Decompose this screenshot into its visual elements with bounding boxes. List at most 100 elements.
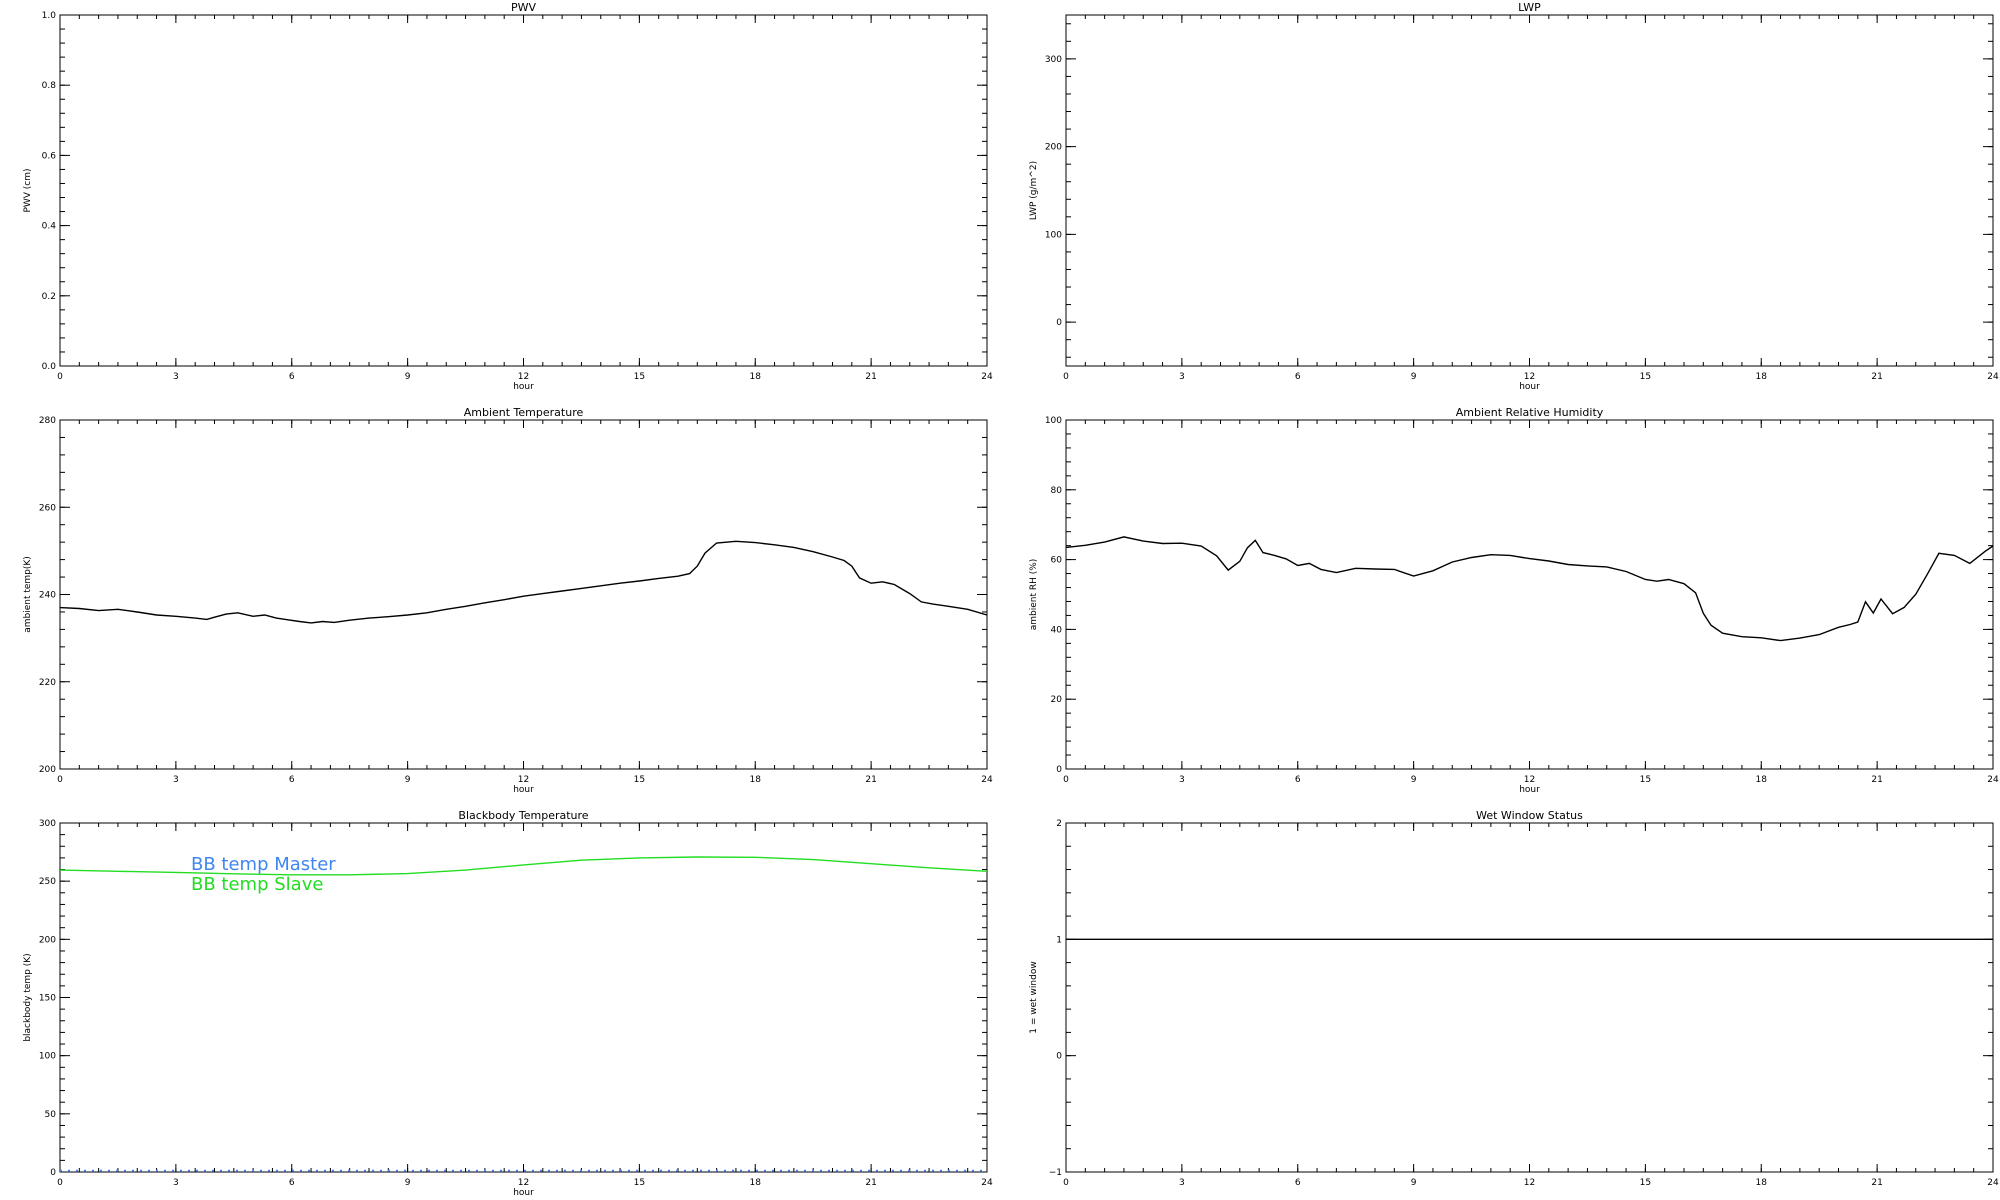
x-tick-label: 0	[57, 775, 63, 785]
y-tick-label: 100	[39, 1052, 56, 1062]
y-axis-label: PWV (cm)	[23, 168, 33, 212]
y-tick-label: 80	[1051, 486, 1063, 496]
x-tick-label: 12	[1524, 775, 1535, 785]
x-axis-label: hour	[1519, 382, 1540, 392]
x-tick-label: 18	[1756, 1178, 1768, 1188]
x-tick-label: 0	[1063, 1178, 1069, 1188]
y-tick-label: −1	[1049, 1168, 1062, 1178]
x-tick-label: 15	[1640, 775, 1651, 785]
x-tick-label: 24	[981, 1178, 993, 1188]
plot-frame	[59, 419, 988, 770]
chart-title: Wet Window Status	[1476, 809, 1583, 822]
y-tick-label: 20	[1051, 695, 1063, 705]
x-tick-label: 6	[289, 372, 295, 382]
x-tick-label: 3	[173, 372, 179, 382]
x-tick-label: 0	[57, 1178, 63, 1188]
y-axis-label: LWP (g/m^2)	[1029, 161, 1039, 220]
y-tick-label: 1.0	[42, 11, 57, 21]
x-tick-label: 6	[1295, 775, 1301, 785]
x-tick-label: 9	[405, 372, 411, 382]
y-tick-label: 260	[39, 503, 56, 513]
x-tick-label: 18	[1756, 372, 1768, 382]
x-tick-label: 9	[1411, 1178, 1417, 1188]
x-tick-label: 0	[57, 372, 63, 382]
legend-entry: BB temp Slave	[191, 874, 323, 895]
x-tick-label: 24	[981, 372, 993, 382]
x-tick-label: 6	[1295, 1178, 1301, 1188]
y-tick-label: 60	[1051, 556, 1063, 566]
y-tick-label: 240	[39, 591, 56, 601]
x-tick-label: 24	[981, 775, 993, 785]
x-tick-label: 0	[1063, 775, 1069, 785]
x-axis-label: hour	[513, 382, 534, 392]
x-tick-label: 9	[405, 775, 411, 785]
y-axis-label: blackbody temp (K)	[23, 953, 33, 1041]
x-axis-label: hour	[1519, 785, 1540, 795]
x-tick-label: 18	[1756, 775, 1768, 785]
chart-panel-2: Ambient Temperature 0 3 6 9 12 15 18 21 24 hour 200…	[23, 406, 993, 795]
x-tick-label: 15	[1640, 1178, 1651, 1188]
x-axis-label: hour	[513, 785, 534, 795]
chart-title: Ambient Relative Humidity	[1456, 406, 1604, 419]
x-tick-label: 24	[1987, 1178, 1999, 1188]
x-tick-label: 24	[1987, 372, 1999, 382]
y-tick-label: 300	[39, 819, 56, 829]
x-tick-label: 21	[865, 372, 876, 382]
x-tick-label: 18	[750, 372, 762, 382]
plot-frame	[1065, 14, 1994, 367]
x-tick-label: 21	[1871, 1178, 1882, 1188]
x-tick-label: 15	[634, 1178, 645, 1188]
chart-panel-1: LWP 0 3 6 9 12 15 18 21 24 hour 0 100 200 300 LWP (g/m^…	[1029, 1, 1999, 392]
y-tick-label: 0.0	[42, 362, 57, 372]
plot-frame	[59, 14, 988, 367]
x-tick-label: 9	[1411, 775, 1417, 785]
y-tick-label: 150	[39, 994, 56, 1004]
y-tick-label: 100	[1045, 230, 1062, 240]
y-tick-label: 200	[39, 935, 56, 945]
x-tick-label: 12	[518, 1178, 529, 1188]
y-axis-label: ambient temp(K)	[23, 556, 33, 633]
x-tick-label: 12	[518, 775, 529, 785]
x-tick-label: 12	[1524, 1178, 1535, 1188]
y-tick-label: 200	[39, 765, 56, 775]
x-tick-label: 12	[1524, 372, 1535, 382]
x-tick-label: 0	[1063, 372, 1069, 382]
chart-title: Ambient Temperature	[464, 406, 584, 419]
y-tick-label: 1	[1056, 935, 1062, 945]
chart-panel-3: Ambient Relative Humidity 0 3 6 9 12 15 18 21 24 h…	[1029, 406, 1999, 795]
x-tick-label: 15	[1640, 372, 1651, 382]
plot-frame	[1065, 822, 1994, 1173]
series-line-0	[59, 856, 988, 876]
x-tick-label: 6	[1295, 372, 1301, 382]
y-axis-label: 1 = wet window	[1029, 961, 1039, 1033]
y-tick-label: 0.4	[42, 222, 57, 232]
y-tick-label: 50	[45, 1110, 57, 1120]
x-tick-label: 21	[865, 775, 876, 785]
x-axis-label: hour	[513, 1188, 534, 1198]
x-tick-label: 3	[1179, 775, 1185, 785]
x-tick-label: 9	[1411, 372, 1417, 382]
y-tick-label: 220	[39, 678, 56, 688]
y-tick-label: 0	[1056, 1052, 1062, 1062]
series-line-0	[1065, 536, 1994, 642]
x-tick-label: 21	[865, 1178, 876, 1188]
chart-title: PWV	[511, 1, 537, 14]
y-tick-label: 0	[1056, 318, 1062, 328]
y-tick-label: 280	[39, 416, 56, 426]
y-tick-label: 0.6	[42, 151, 57, 161]
chart-title: LWP	[1518, 1, 1541, 14]
legend-entry: BB temp Master	[191, 854, 336, 875]
x-tick-label: 15	[634, 775, 645, 785]
x-tick-label: 18	[750, 1178, 762, 1188]
y-tick-label: 200	[1045, 143, 1062, 153]
chart-title: Blackbody Temperature	[458, 809, 588, 822]
x-tick-label: 21	[1871, 372, 1882, 382]
y-tick-label: 0.8	[42, 81, 57, 91]
x-tick-label: 3	[1179, 372, 1185, 382]
y-tick-label: 100	[1045, 416, 1062, 426]
x-tick-label: 9	[405, 1178, 411, 1188]
x-tick-label: 6	[289, 775, 295, 785]
chart-panel-0: PWV 0 3 6 9 12 15 18 21 24 hour 0.0 0.2 0.4 0.6 0.8 1.0 P…	[23, 1, 993, 392]
